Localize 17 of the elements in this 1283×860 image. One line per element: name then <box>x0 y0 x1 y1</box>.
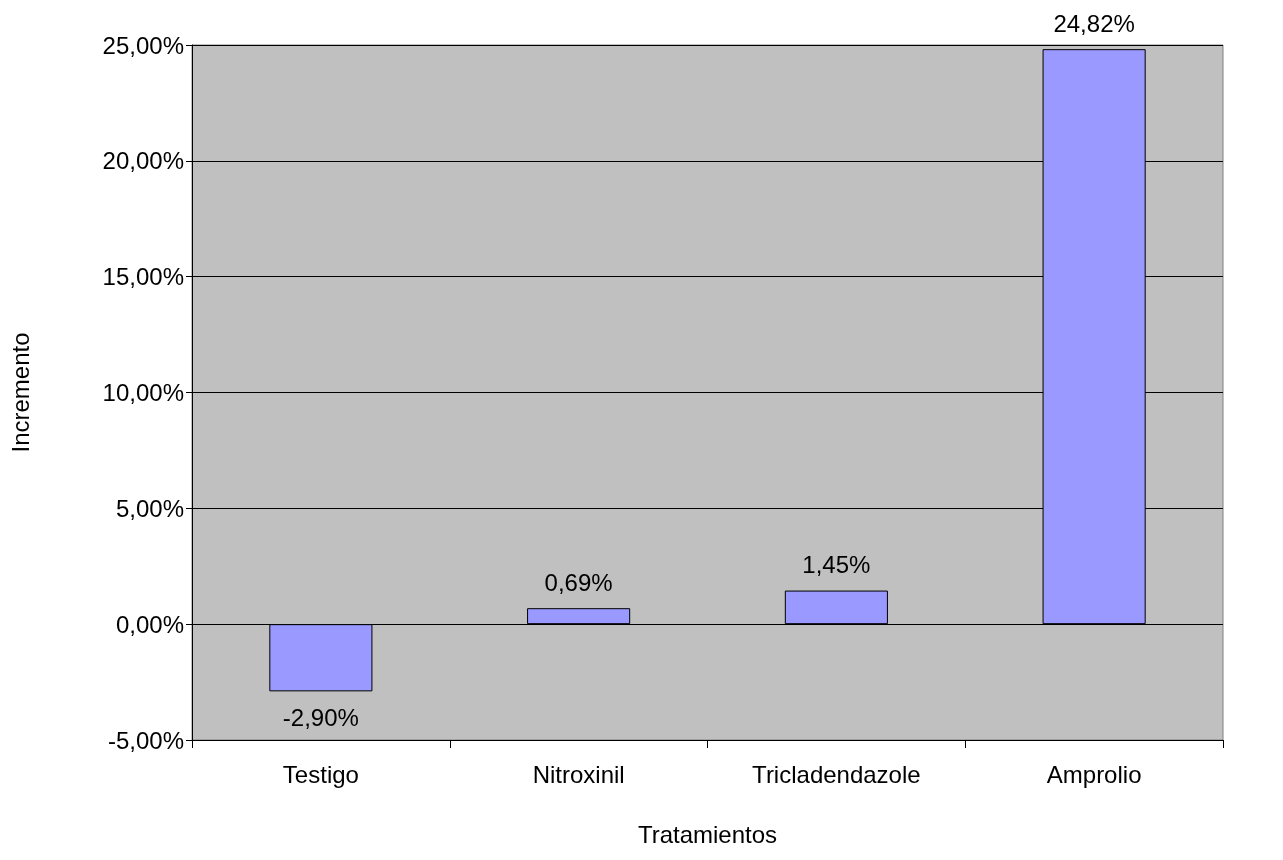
y-tick-label: 25,00% <box>102 31 184 59</box>
data-label: 1,45% <box>802 551 871 579</box>
x-tick-label: Nitroxinil <box>532 760 625 788</box>
y-tick-label: -5,00% <box>107 726 184 754</box>
data-label: 0,69% <box>544 568 613 596</box>
y-tick-label: 15,00% <box>102 263 184 291</box>
y-tick-label: 10,00% <box>102 379 184 406</box>
x-tick-label: Testigo <box>282 760 359 788</box>
x-tick-label: Amprolio <box>1046 760 1142 788</box>
y-tick-label: 0,00% <box>115 610 184 638</box>
y-tick-label: 5,00% <box>115 494 184 522</box>
x-axis-title: Tratamientos <box>637 820 778 848</box>
y-axis-title: Incremento <box>6 332 34 453</box>
y-tick-label: 20,00% <box>102 147 184 175</box>
data-label: 24,82% <box>1053 9 1135 37</box>
data-label: -2,90% <box>282 703 359 731</box>
x-tick-label: Tricladendazole <box>752 760 921 788</box>
